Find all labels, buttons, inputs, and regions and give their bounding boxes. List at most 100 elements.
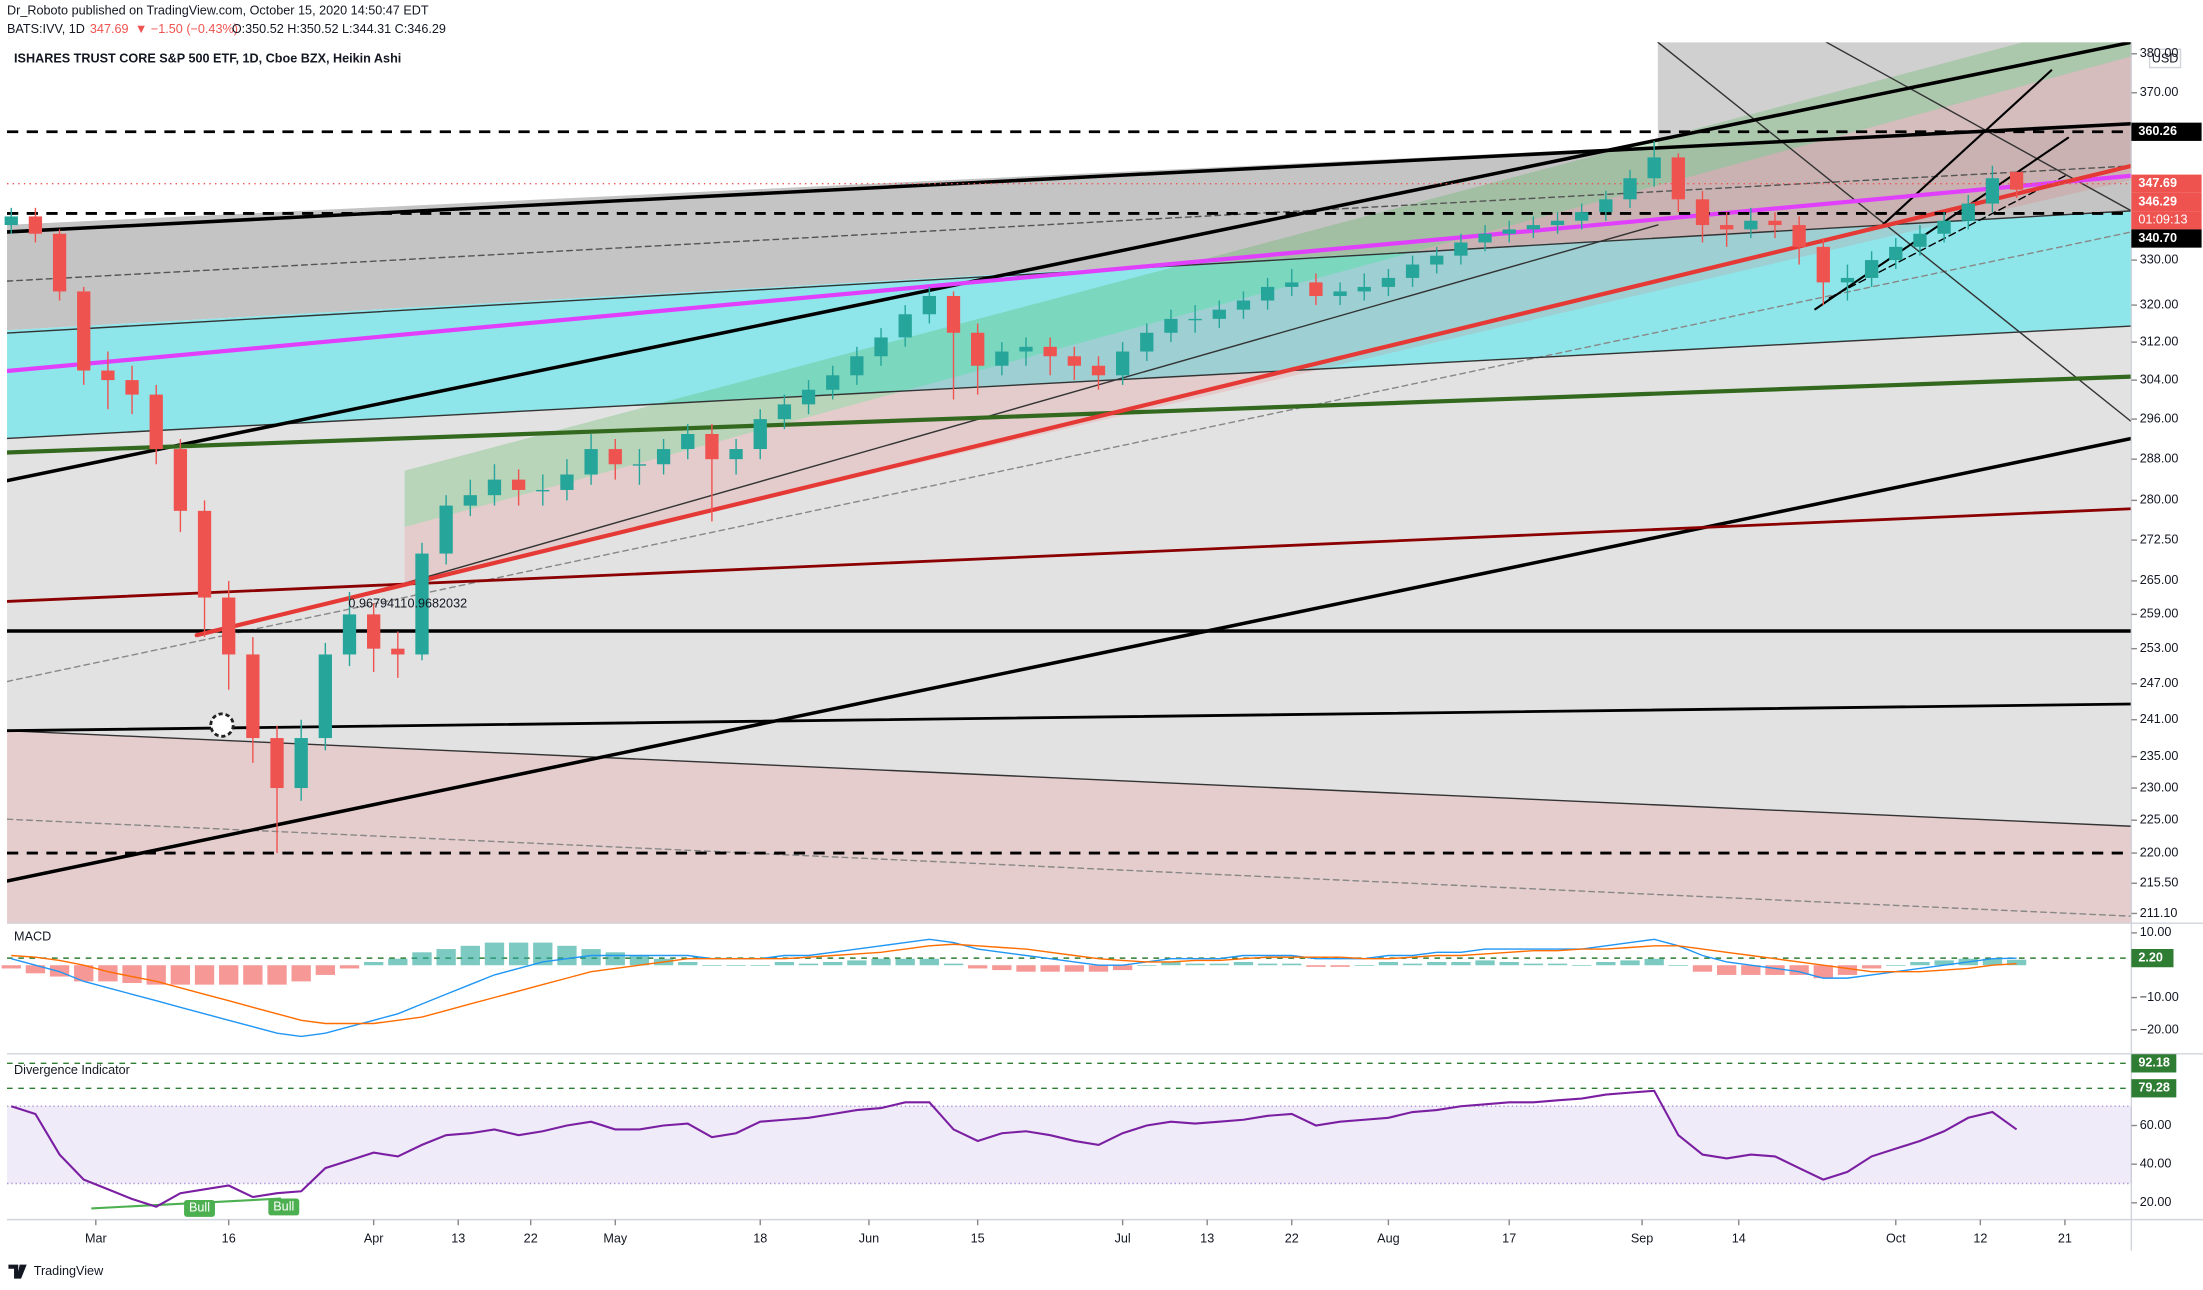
histogram-bar <box>1692 965 1713 972</box>
histogram-bar <box>1837 965 1858 975</box>
bull-label: Bull <box>273 1199 294 1213</box>
histogram-bar <box>1257 963 1278 966</box>
histogram-bar <box>1330 965 1350 967</box>
histogram-bar <box>1523 963 1544 966</box>
candle-body <box>1864 260 1879 278</box>
chart-title: ISHARES TRUST CORE S&P 500 ETF, 1D, Cboe… <box>14 51 401 65</box>
x-tick-label: May <box>603 1232 628 1246</box>
fib-label: 0.9679411 <box>348 597 407 611</box>
histogram-bar <box>1668 965 1688 966</box>
trendline <box>7 325 2132 440</box>
x-tick-label: 12 <box>1973 1232 1987 1246</box>
candle-body <box>463 495 477 506</box>
x-tick-label: Oct <box>1886 1232 1906 1246</box>
currency-box <box>2148 48 2182 69</box>
histogram-bar <box>726 965 746 966</box>
y-tick-label: 235.00 <box>2140 749 2179 763</box>
histogram-bar <box>1064 965 1084 972</box>
level-tag-label: 2.20 <box>2138 950 2163 964</box>
candle-body <box>1115 351 1130 376</box>
histogram-bar <box>1088 965 1109 972</box>
candle-body <box>1478 233 1492 243</box>
candle-body <box>1357 286 1371 292</box>
histogram-bar <box>1209 963 1229 966</box>
candle-body <box>77 291 91 371</box>
trendline <box>7 818 2132 917</box>
histogram-bar <box>557 945 577 966</box>
y-tick-label: 280.00 <box>2140 493 2179 507</box>
last-price: 347.69 <box>90 22 129 36</box>
histogram-bar <box>823 961 843 966</box>
x-tick-label: 17 <box>1502 1232 1516 1246</box>
candle-body <box>1913 233 1927 247</box>
histogram-bar <box>1765 965 1785 975</box>
candle-body <box>1720 225 1734 230</box>
y-tick-label: −20.00 <box>2140 1022 2179 1036</box>
candle-body <box>294 738 308 789</box>
histogram-bar <box>1282 963 1302 966</box>
candle-body <box>874 337 888 357</box>
change: ▼ −1.50 (−0.43%) <box>135 22 238 36</box>
x-tick-label: 22 <box>1285 1232 1299 1246</box>
candle-body <box>1430 255 1444 265</box>
macd-line <box>11 938 2017 1038</box>
y-tick-label: 241.00 <box>2140 712 2179 726</box>
x-tick-label: 15 <box>971 1232 985 1246</box>
candle-body <box>729 449 743 460</box>
candle-body <box>1043 346 1057 357</box>
brand: TradingView <box>34 1264 104 1278</box>
histogram-bar <box>678 961 698 966</box>
y-tick-label: 225.00 <box>2140 813 2179 827</box>
fib-label: 0.9682032 <box>407 597 467 611</box>
price-tag <box>2131 122 2202 141</box>
band <box>7 1106 2132 1184</box>
candle-body <box>1550 220 1565 226</box>
histogram-bar <box>1644 958 1664 966</box>
candle-body <box>1212 309 1226 319</box>
y-tick-label: 312.00 <box>2140 334 2179 348</box>
candle-body <box>850 356 864 376</box>
event-icon[interactable] <box>209 712 235 738</box>
candle-body <box>173 449 188 511</box>
candle-body <box>536 489 550 492</box>
y-tick-label: 265.00 <box>2140 573 2179 587</box>
candle-body <box>439 505 453 554</box>
histogram-bar <box>1620 960 1640 966</box>
trendline <box>1825 42 2132 212</box>
histogram-bar <box>919 958 940 966</box>
histogram-bar <box>1451 961 1471 966</box>
histogram-bar <box>1 965 21 969</box>
candle-body <box>1067 356 1081 366</box>
x-tick-label: Sep <box>1631 1232 1653 1246</box>
candle-body <box>1937 220 1951 234</box>
histogram-bar <box>750 965 770 966</box>
histogram-bar <box>798 963 819 966</box>
y-tick-label: 220.00 <box>2140 845 2179 859</box>
histogram-bar <box>170 965 191 985</box>
y-tick-label: 211.10 <box>2140 906 2178 920</box>
trendline <box>7 165 2132 282</box>
bull-badge <box>184 1199 215 1217</box>
histogram-bar <box>1233 961 1254 966</box>
x-tick-label: 13 <box>1200 1232 1214 1246</box>
level-tag-label: 92.18 <box>2138 1056 2170 1070</box>
candle-body <box>2009 171 2024 190</box>
currency: USD <box>2152 51 2179 65</box>
histogram-bar <box>49 965 70 977</box>
candle-body <box>1575 212 1589 221</box>
histogram-bar <box>460 945 480 966</box>
histogram-bar <box>1427 961 1447 966</box>
histogram-bar <box>98 965 118 982</box>
candle-body <box>1526 225 1541 230</box>
price-tag-label: 346.29 <box>2138 194 2177 208</box>
candle-body <box>801 389 816 405</box>
candle-body <box>318 654 332 739</box>
candle-body <box>1285 282 1299 287</box>
candle-body <box>777 404 792 420</box>
y-tick-label: 253.00 <box>2140 641 2179 655</box>
y-tick-label: 320.00 <box>2140 297 2179 311</box>
candle-body <box>1164 318 1178 333</box>
histogram-bar <box>968 965 988 969</box>
candle-body <box>487 479 502 496</box>
